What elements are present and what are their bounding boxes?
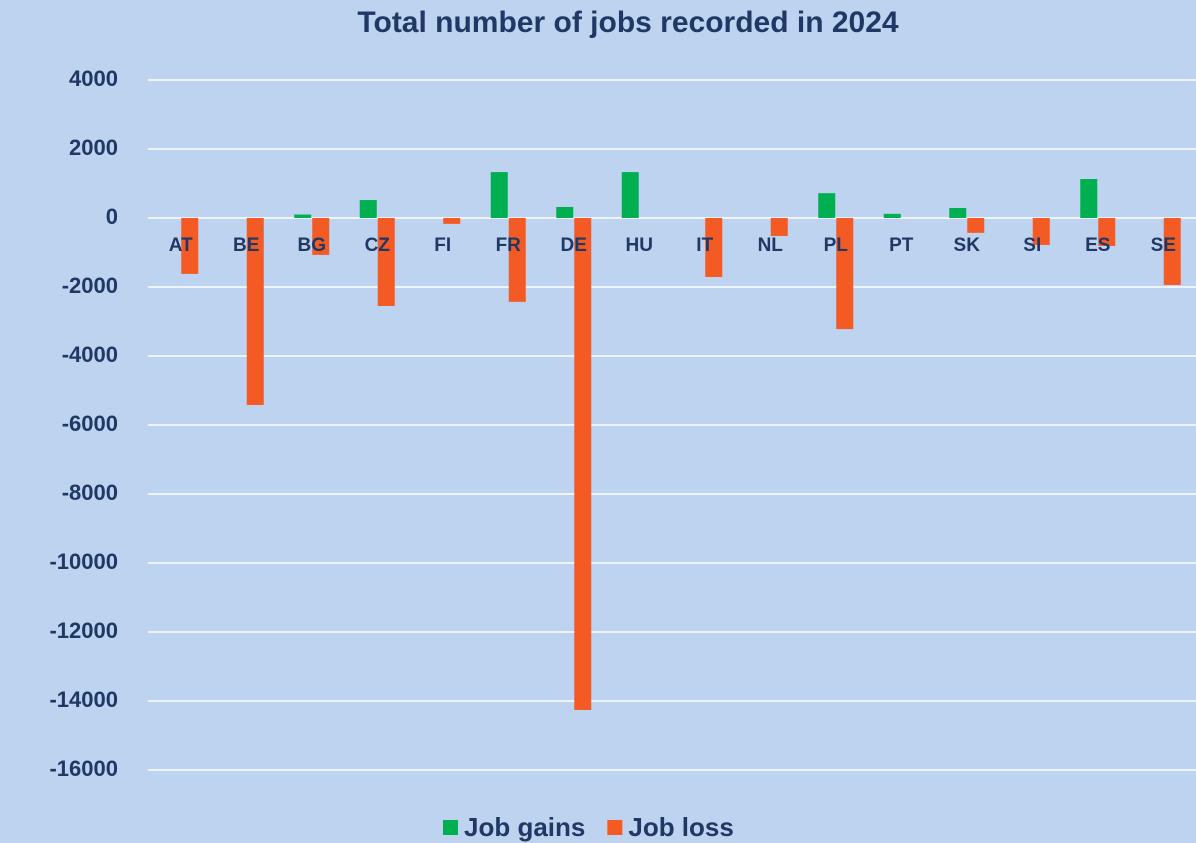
x-tick-label: SE bbox=[1151, 235, 1176, 256]
x-tick-label: FI bbox=[434, 235, 451, 256]
bar bbox=[574, 218, 592, 710]
bar bbox=[508, 218, 526, 302]
x-tick-label: IT bbox=[696, 235, 713, 256]
bar bbox=[312, 218, 330, 255]
chart-title: Total number of jobs recorded in 2024 bbox=[357, 6, 899, 39]
bar bbox=[556, 206, 574, 218]
y-tick-label: -6000 bbox=[62, 411, 118, 436]
y-tick-label: -16000 bbox=[49, 756, 118, 781]
y-tick-label: -10000 bbox=[49, 549, 118, 574]
y-tick-label: 4000 bbox=[69, 66, 118, 91]
x-tick-label: NL bbox=[758, 235, 784, 256]
x-tick-label: HU bbox=[626, 235, 653, 256]
bar bbox=[621, 172, 639, 218]
x-tick-label: PT bbox=[889, 235, 914, 256]
bar bbox=[1098, 218, 1116, 246]
bar bbox=[1163, 218, 1181, 285]
bar bbox=[490, 172, 508, 218]
bar bbox=[377, 218, 395, 306]
bar bbox=[949, 207, 967, 218]
x-tick-label: FR bbox=[496, 235, 522, 256]
x-tick-label: DE bbox=[561, 235, 587, 256]
y-tick-label: -4000 bbox=[62, 342, 118, 367]
x-tick-label: BE bbox=[233, 235, 259, 256]
x-tick-label: SK bbox=[954, 235, 981, 256]
legend-swatch bbox=[607, 820, 623, 835]
bar bbox=[443, 218, 461, 224]
bar bbox=[836, 218, 854, 330]
bar bbox=[1032, 218, 1050, 245]
bar bbox=[1080, 179, 1098, 218]
bar bbox=[246, 218, 264, 405]
legend-label: Job loss bbox=[628, 812, 733, 842]
bar bbox=[818, 193, 836, 218]
bar bbox=[294, 214, 312, 218]
x-tick-label: BG bbox=[298, 235, 327, 256]
x-tick-label: SI bbox=[1023, 235, 1041, 256]
bar bbox=[967, 218, 985, 233]
y-tick-label: -14000 bbox=[49, 687, 118, 712]
x-tick-label: ES bbox=[1085, 235, 1110, 256]
y-tick-label: 2000 bbox=[69, 135, 118, 160]
x-tick-label: AT bbox=[169, 235, 193, 256]
x-tick-label: CZ bbox=[365, 235, 391, 256]
y-tick-label: -2000 bbox=[62, 273, 118, 298]
bar bbox=[359, 200, 377, 218]
legend-label: Job gains bbox=[464, 812, 585, 842]
y-tick-label: -12000 bbox=[49, 618, 118, 643]
y-tick-label: -8000 bbox=[62, 480, 118, 505]
bar bbox=[770, 218, 788, 236]
legend-swatch bbox=[443, 820, 458, 835]
bar bbox=[705, 218, 723, 277]
y-tick-label: 0 bbox=[106, 204, 118, 229]
bar bbox=[883, 213, 901, 218]
bar bbox=[181, 218, 199, 274]
x-tick-label: PL bbox=[824, 235, 849, 256]
